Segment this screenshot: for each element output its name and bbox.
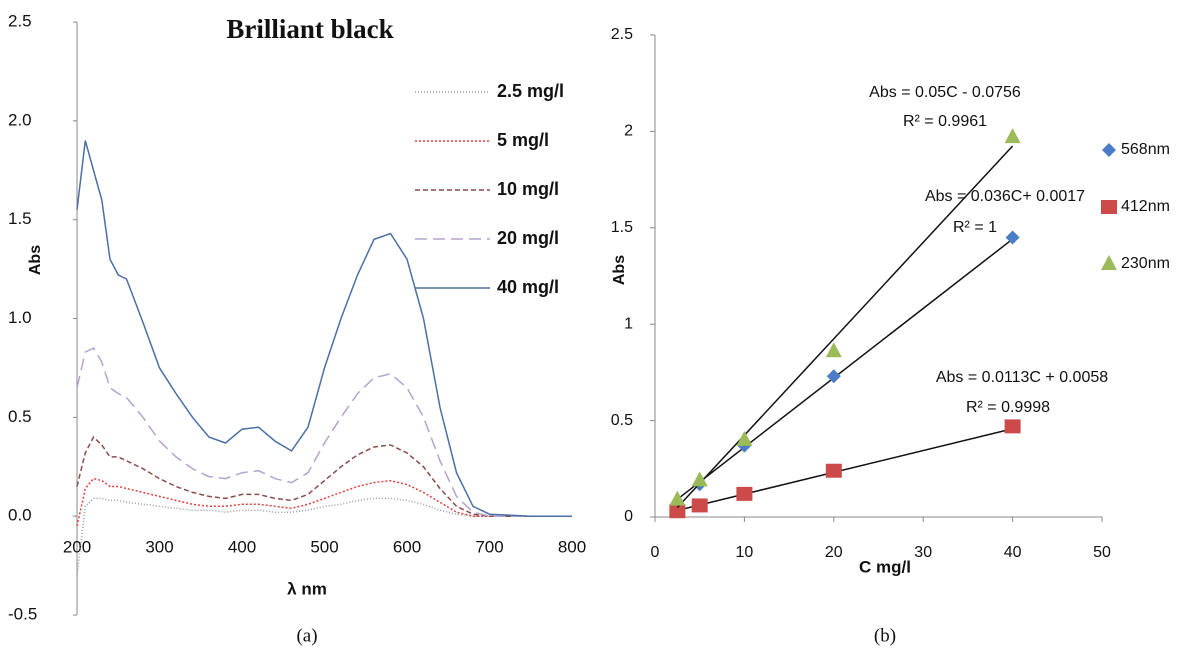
trendline (676, 238, 1014, 500)
legend-label: 5 mg/l (497, 130, 549, 150)
spectrum-line (76, 347, 572, 517)
trendline-r2: R² = 1 (953, 219, 997, 236)
x-tick-label: 50 (1093, 544, 1111, 561)
x-tick-label: 200 (63, 537, 91, 556)
y-tick-label: 0.0 (8, 506, 32, 525)
legend-label: 568nm (1121, 141, 1170, 158)
x-tick-label: 700 (475, 537, 503, 556)
spectrum-line (76, 477, 572, 527)
x-axis-label: C mg/l (859, 557, 911, 576)
trendline-equation: Abs = 0.036C+ 0.0017 (925, 188, 1085, 205)
y-tick-label: 1 (624, 315, 633, 332)
point (1004, 128, 1021, 144)
trendline-equation: Abs = 0.0113C + 0.0058 (936, 369, 1108, 386)
x-tick-label: 10 (736, 544, 754, 561)
y-tick-label: 1.0 (8, 308, 32, 327)
x-tick-label: 20 (825, 544, 843, 561)
y-tick-label: 0.5 (8, 407, 32, 426)
y-tick-label: 0 (624, 508, 633, 525)
point (825, 342, 842, 358)
trendline (676, 145, 1014, 508)
x-tick-label: 800 (558, 537, 586, 556)
x-tick-label: 400 (228, 537, 256, 556)
x-tick-label: 40 (1004, 544, 1022, 561)
point (691, 471, 708, 487)
x-tick-label: 30 (914, 544, 932, 561)
y-tick-label: 1.5 (8, 209, 32, 228)
trendline-r2: R² = 0.9961 (903, 113, 987, 130)
point (1004, 419, 1021, 434)
caption: (a) (296, 625, 317, 646)
point (826, 369, 841, 384)
chart-title: Brilliant black (226, 14, 393, 44)
point (825, 463, 842, 478)
caption: (b) (874, 625, 896, 646)
y-axis-label: Abs (611, 255, 628, 285)
legend-label: 230nm (1121, 255, 1170, 272)
legend-label: 412nm (1121, 198, 1170, 215)
x-tick-label: 500 (310, 537, 338, 556)
point (736, 430, 753, 446)
legend-marker (1101, 255, 1117, 270)
trendline (677, 428, 1013, 512)
legend-label: 20 mg/l (497, 228, 559, 248)
point (1005, 230, 1020, 245)
y-tick-label: 2.5 (8, 11, 32, 30)
y-tick-label: 0.5 (611, 412, 633, 429)
point (669, 504, 686, 519)
x-tick-label: 300 (145, 537, 173, 556)
point (736, 486, 753, 501)
legend-label: 10 mg/l (497, 179, 559, 199)
x-axis-label: λ nm (287, 579, 327, 598)
x-tick-label: 600 (393, 537, 421, 556)
spectrum-line (76, 435, 572, 517)
y-tick-label: -0.5 (8, 604, 37, 623)
y-tick-label: 2 (624, 123, 633, 140)
legend-marker (1101, 200, 1117, 214)
legend-marker (1102, 143, 1116, 157)
legend-label: 2.5 mg/l (497, 81, 564, 101)
y-tick-label: 2.0 (8, 110, 32, 129)
point (669, 490, 686, 506)
spectrum-line (76, 140, 572, 517)
legend-label: 40 mg/l (497, 277, 559, 297)
x-tick-label: 0 (651, 544, 660, 561)
point (691, 498, 708, 513)
trendline-equation: Abs = 0.05C - 0.0756 (869, 84, 1021, 101)
y-axis-label: Abs (27, 245, 44, 275)
trendline-r2: R² = 0.9998 (966, 399, 1050, 416)
y-tick-label: 1.5 (611, 219, 633, 236)
y-tick-label: 2.5 (611, 26, 633, 43)
